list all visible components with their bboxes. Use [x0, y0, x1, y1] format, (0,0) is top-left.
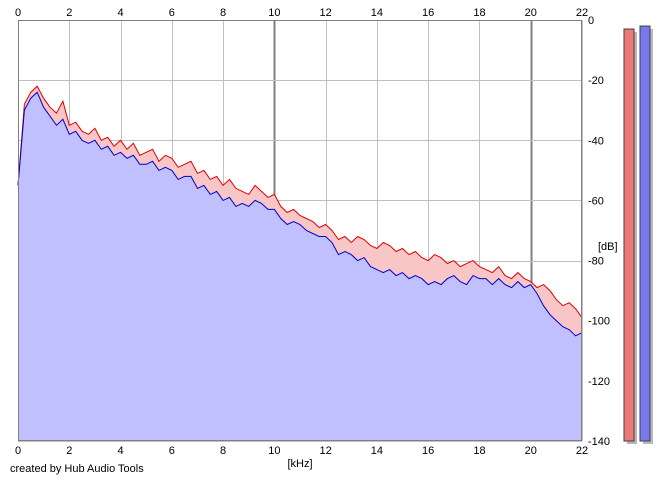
x-tick-label-bottom: 0 [15, 445, 21, 457]
y-tick-label: 0 [588, 15, 594, 27]
x-tick-label-top: 2 [66, 7, 72, 19]
x-tick-label-top: 16 [422, 7, 434, 19]
y-tick-label: -120 [588, 376, 610, 388]
level-meter-bar [623, 28, 635, 442]
y-tick-label: -140 [588, 436, 610, 448]
plot-frame [18, 20, 582, 441]
x-tick-label-bottom: 12 [320, 445, 332, 457]
series-blue-fill [18, 92, 582, 441]
credit-text: created by Hub Audio Tools [10, 463, 144, 475]
x-tick-label-bottom: 16 [422, 445, 434, 457]
x-tick-label-top: 10 [268, 7, 280, 19]
x-tick-label-bottom: 22 [576, 445, 588, 457]
x-tick-label-top: 0 [15, 7, 21, 19]
y-tick-label: -20 [588, 75, 604, 87]
x-tick-label-bottom: 8 [220, 445, 226, 457]
x-tick-label-bottom: 4 [117, 445, 123, 457]
level-meter-bar [639, 25, 651, 442]
y-tick-label: -60 [588, 195, 604, 207]
x-tick-label-top: 12 [320, 7, 332, 19]
x-tick-label-bottom: 18 [473, 445, 485, 457]
x-tick-label-top: 18 [473, 7, 485, 19]
series-red-line [17, 85, 583, 318]
x-tick-label-bottom: 20 [525, 445, 537, 457]
y-tick-label: -80 [588, 256, 604, 268]
x-tick-label-bottom: 6 [169, 445, 175, 457]
y-axis-label: [dB] [598, 241, 618, 253]
x-tick-label-top: 8 [220, 7, 226, 19]
x-tick-label-bottom: 2 [66, 445, 72, 457]
series-blue-line [17, 91, 583, 337]
y-tick-label: -40 [588, 135, 604, 147]
y-tick-label: -100 [588, 316, 610, 328]
x-tick-label-bottom: 14 [371, 445, 383, 457]
x-tick-label-bottom: 10 [268, 445, 280, 457]
axis-ticks: 002244668810101212141416161818202022220-… [15, 7, 610, 457]
x-tick-label-top: 22 [576, 7, 588, 19]
level-meters [623, 25, 653, 445]
x-axis-label: [kHz] [287, 458, 312, 470]
x-tick-label-top: 4 [117, 7, 123, 19]
x-tick-label-top: 6 [169, 7, 175, 19]
x-tick-label-top: 20 [525, 7, 537, 19]
x-tick-label-top: 14 [371, 7, 383, 19]
